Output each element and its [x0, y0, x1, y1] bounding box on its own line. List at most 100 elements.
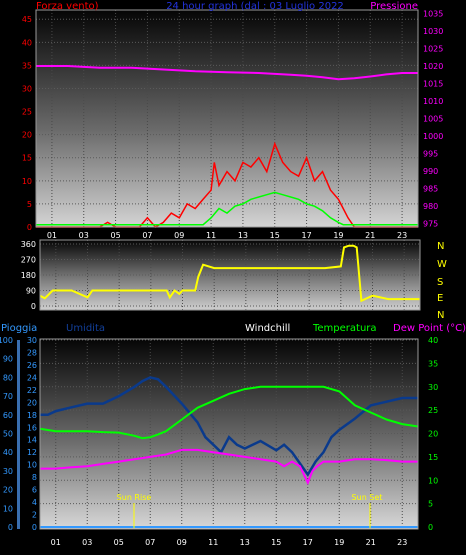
sun-set-label: Sun Set [352, 493, 383, 502]
x-tick-label: 23 [397, 538, 407, 547]
y-rain-tick-label: 80 [3, 373, 13, 382]
humidity-line [40, 376, 418, 477]
compass-s: S [437, 277, 443, 288]
y-left-tick-label: 40 [22, 38, 32, 47]
graph-title: 24 hour graph (dal : 03 Luglio 2022 [166, 1, 344, 12]
y-right-tick-label: 995 [423, 150, 438, 159]
y-humidity-tick-label: 30 [27, 336, 37, 345]
x-tick-label: 07 [145, 538, 155, 547]
y-humidity-tick-label: 18 [27, 411, 37, 420]
y-rain-tick-label: 30 [3, 467, 13, 476]
series-lines [36, 65, 420, 528]
y-temp-tick-label: 0 [428, 523, 433, 532]
wind-direction-frame [39, 239, 421, 311]
y-temp-tick-label: 30 [428, 383, 438, 392]
y-humidity-tick-label: 0 [32, 523, 37, 532]
x-tick-label: 01 [47, 231, 57, 240]
x-tick-label: 17 [303, 538, 313, 547]
y-right-tick-label: 1005 [423, 115, 443, 124]
windchill-title: Windchill [245, 323, 290, 334]
wind-direction-line [39, 244, 420, 303]
y-left-tick-label: 0 [27, 223, 32, 232]
y-humidity-tick-label: 24 [27, 373, 37, 382]
compass-n-bottom: N [437, 310, 444, 321]
y-right-tick-label: 1035 [423, 10, 443, 19]
y-right-tick-label: 990 [423, 167, 438, 176]
pressure-line [36, 65, 418, 81]
y-rain-tick-label: 0 [8, 523, 13, 532]
y-humidity-tick-label: 26 [27, 361, 37, 370]
y-left-tick-label: 25 [22, 108, 32, 117]
wind-speed-title: Forza vento) [36, 1, 99, 12]
y-left-tick-label: 15 [22, 154, 32, 163]
y-right-tick-label: 1015 [423, 80, 443, 89]
x-tick-label: 21 [366, 538, 376, 547]
y-humidity-tick-label: 8 [32, 473, 37, 482]
y-tick-label: 90 [26, 287, 36, 296]
y-humidity-tick-label: 12 [27, 448, 37, 457]
y-right-tick-label: 1025 [423, 45, 443, 54]
x-tick-label: 03 [82, 538, 92, 547]
rain-title: Pioggia [1, 323, 37, 334]
y-right-tick-label: 980 [423, 202, 438, 211]
y-temp-tick-label: 10 [428, 476, 438, 485]
temperature-humidity-frame [39, 338, 419, 530]
y-tick-label: 0 [31, 302, 36, 311]
x-tick-label: 23 [397, 231, 407, 240]
compass-w: W [437, 259, 447, 270]
rain-axis-bar [17, 340, 20, 529]
x-tick-label: 17 [301, 231, 311, 240]
y-rain-tick-label: 50 [3, 430, 13, 439]
y-temp-tick-label: 20 [428, 430, 438, 439]
dewpoint-title: Dew Point (°C) [393, 323, 466, 334]
y-humidity-tick-label: 4 [32, 498, 37, 507]
y-right-tick-label: 985 [423, 185, 438, 194]
y-humidity-tick-label: 10 [27, 461, 37, 470]
y-left-tick-label: 45 [22, 15, 32, 24]
y-humidity-tick-label: 2 [32, 511, 37, 520]
x-tick-label: 15 [271, 538, 281, 547]
y-humidity-tick-label: 6 [32, 486, 37, 495]
y-humidity-tick-label: 16 [27, 423, 37, 432]
pressure-title: Pressione [370, 1, 418, 12]
y-rain-tick-label: 40 [3, 448, 13, 457]
x-tick-label: 19 [333, 231, 343, 240]
y-right-tick-label: 1020 [423, 62, 443, 71]
y-tick-label: 180 [21, 271, 36, 280]
y-rain-tick-label: 60 [3, 411, 13, 420]
x-tick-label: 11 [206, 231, 216, 240]
y-left-tick-label: 5 [27, 200, 32, 209]
y-right-tick-label: 975 [423, 220, 438, 229]
grid-lines [36, 10, 420, 528]
y-right-tick-label: 1010 [423, 97, 443, 106]
wind-pressure-frame [35, 9, 419, 228]
wind-speed-line [36, 141, 418, 228]
y-rain-tick-label: 10 [3, 504, 13, 513]
y-rain-tick-label: 100 [0, 336, 13, 345]
y-humidity-tick-label: 28 [27, 348, 37, 357]
x-tick-label: 07 [142, 231, 152, 240]
x-tick-label: 03 [79, 231, 89, 240]
y-left-tick-label: 35 [22, 61, 32, 70]
y-temp-tick-label: 5 [428, 500, 433, 509]
x-tick-label: 09 [177, 538, 187, 547]
x-tick-label: 05 [114, 538, 124, 547]
x-tick-label: 05 [110, 231, 120, 240]
x-tick-label: 13 [238, 231, 248, 240]
temperature-line [39, 385, 419, 440]
y-humidity-tick-label: 22 [27, 386, 37, 395]
y-temp-tick-label: 15 [428, 453, 438, 462]
y-left-tick-label: 10 [22, 177, 32, 186]
y-temp-tick-label: 40 [428, 336, 438, 345]
wind-band-line [36, 191, 418, 226]
y-right-tick-label: 1030 [423, 27, 443, 36]
humidity-title: Umidita [66, 323, 105, 334]
y-tick-label: 360 [21, 240, 36, 249]
y-humidity-tick-label: 14 [27, 436, 37, 445]
y-temp-tick-label: 35 [428, 359, 438, 368]
x-tick-label: 09 [174, 231, 184, 240]
x-tick-label: 11 [208, 538, 218, 547]
y-rain-tick-label: 20 [3, 486, 13, 495]
